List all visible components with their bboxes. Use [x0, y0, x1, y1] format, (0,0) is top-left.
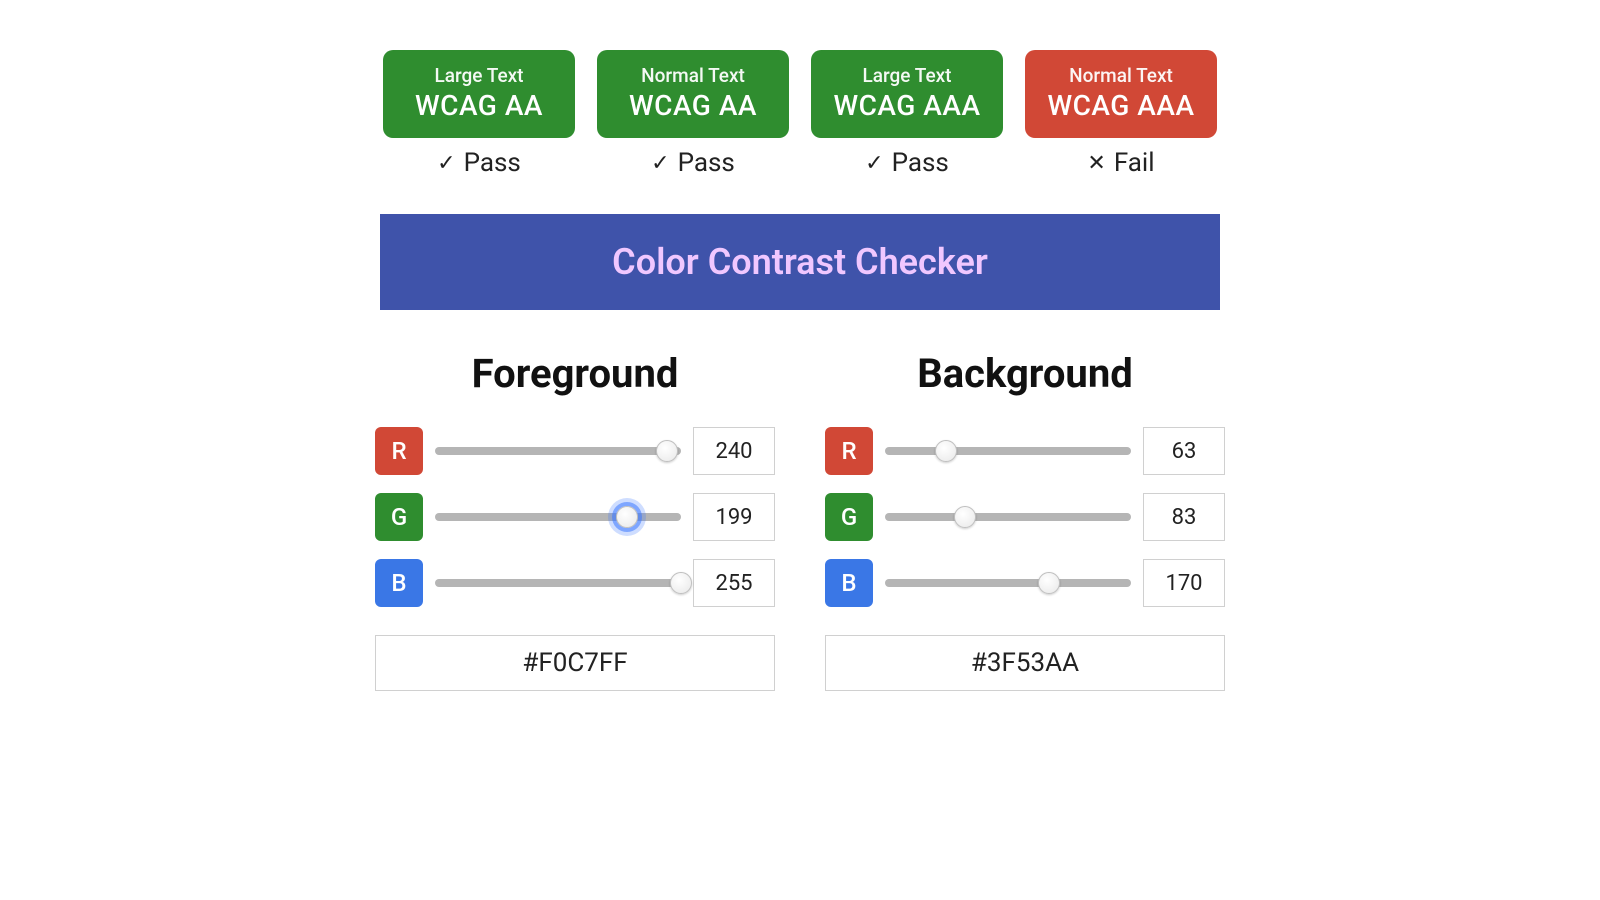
foreground-b-value-input[interactable]: 255: [693, 559, 775, 607]
slider-thumb[interactable]: [1038, 572, 1060, 594]
slider-thumb[interactable]: [670, 572, 692, 594]
foreground-b-slider[interactable]: [435, 559, 681, 607]
background-g-value-input[interactable]: 83: [1143, 493, 1225, 541]
background-g-slider[interactable]: [885, 493, 1131, 541]
badge-text-size: Normal Text: [605, 64, 781, 87]
verdict-label: Pass: [678, 148, 735, 178]
verdict-label: Pass: [892, 148, 949, 178]
b-channel-label: B: [825, 559, 873, 607]
check-icon: ✓: [865, 151, 883, 176]
x-icon: ✕: [1087, 151, 1105, 176]
foreground-g-slider[interactable]: [435, 493, 681, 541]
verdict-label: Pass: [464, 148, 521, 178]
background-r-row: R 63: [825, 427, 1225, 475]
contrast-preview-banner: Color Contrast Checker: [380, 214, 1220, 310]
background-b-row: B 170: [825, 559, 1225, 607]
slider-thumb[interactable]: [616, 506, 638, 528]
slider-thumb[interactable]: [656, 440, 678, 462]
background-r-slider[interactable]: [885, 427, 1131, 475]
badge-level: WCAG AA: [391, 89, 567, 122]
wcag-badge: Normal TextWCAG AA: [597, 50, 789, 138]
foreground-hex-input[interactable]: #F0C7FF: [375, 635, 775, 691]
background-r-value-input[interactable]: 63: [1143, 427, 1225, 475]
wcag-badge-col: Large TextWCAG AAA ✓ Pass: [811, 50, 1003, 178]
foreground-r-value-input[interactable]: 240: [693, 427, 775, 475]
b-channel-label: B: [375, 559, 423, 607]
slider-track: [885, 579, 1131, 587]
slider-track: [435, 447, 681, 455]
wcag-badge-col: Large TextWCAG AA ✓ Pass: [383, 50, 575, 178]
slider-track: [885, 513, 1131, 521]
badge-text-size: Large Text: [819, 64, 995, 87]
background-panel: Background R 63 G 83 B 170 #3F53AA: [825, 350, 1225, 691]
badge-verdict: ✕ Fail: [1087, 148, 1154, 178]
slider-track: [885, 447, 1131, 455]
background-b-value-input[interactable]: 170: [1143, 559, 1225, 607]
slider-thumb[interactable]: [954, 506, 976, 528]
wcag-badge-col: Normal TextWCAG AAA ✕ Fail: [1025, 50, 1217, 178]
foreground-r-slider[interactable]: [435, 427, 681, 475]
wcag-badge: Large TextWCAG AA: [383, 50, 575, 138]
badge-text-size: Normal Text: [1033, 64, 1209, 87]
check-icon: ✓: [437, 151, 455, 176]
badge-verdict: ✓ Pass: [865, 148, 949, 178]
background-hex-input[interactable]: #3F53AA: [825, 635, 1225, 691]
wcag-badge: Large TextWCAG AAA: [811, 50, 1003, 138]
r-channel-label: R: [375, 427, 423, 475]
background-b-slider[interactable]: [885, 559, 1131, 607]
badge-text-size: Large Text: [391, 64, 567, 87]
badge-verdict: ✓ Pass: [437, 148, 521, 178]
slider-track: [435, 513, 681, 521]
banner-title: Color Contrast Checker: [612, 241, 988, 283]
g-channel-label: G: [825, 493, 873, 541]
badge-verdict: ✓ Pass: [651, 148, 735, 178]
badge-level: WCAG AA: [605, 89, 781, 122]
foreground-title: Foreground: [472, 350, 679, 397]
background-title: Background: [917, 350, 1133, 397]
slider-thumb[interactable]: [935, 440, 957, 462]
badge-level: WCAG AAA: [819, 89, 995, 122]
badge-level: WCAG AAA: [1033, 89, 1209, 122]
r-channel-label: R: [825, 427, 873, 475]
background-g-row: G 83: [825, 493, 1225, 541]
wcag-badge: Normal TextWCAG AAA: [1025, 50, 1217, 138]
foreground-r-row: R 240: [375, 427, 775, 475]
foreground-panel: Foreground R 240 G 199 B 255 #F0C7FF: [375, 350, 775, 691]
slider-track: [435, 579, 681, 587]
verdict-label: Fail: [1114, 148, 1155, 178]
g-channel-label: G: [375, 493, 423, 541]
wcag-badge-col: Normal TextWCAG AA ✓ Pass: [597, 50, 789, 178]
foreground-b-row: B 255: [375, 559, 775, 607]
wcag-badges-row: Large TextWCAG AA✓PassNormal TextWCAG AA…: [383, 50, 1217, 178]
check-icon: ✓: [651, 151, 669, 176]
foreground-g-value-input[interactable]: 199: [693, 493, 775, 541]
color-panels: Foreground R 240 G 199 B 255 #F0C7FF Backgroun…: [375, 350, 1225, 691]
foreground-g-row: G 199: [375, 493, 775, 541]
